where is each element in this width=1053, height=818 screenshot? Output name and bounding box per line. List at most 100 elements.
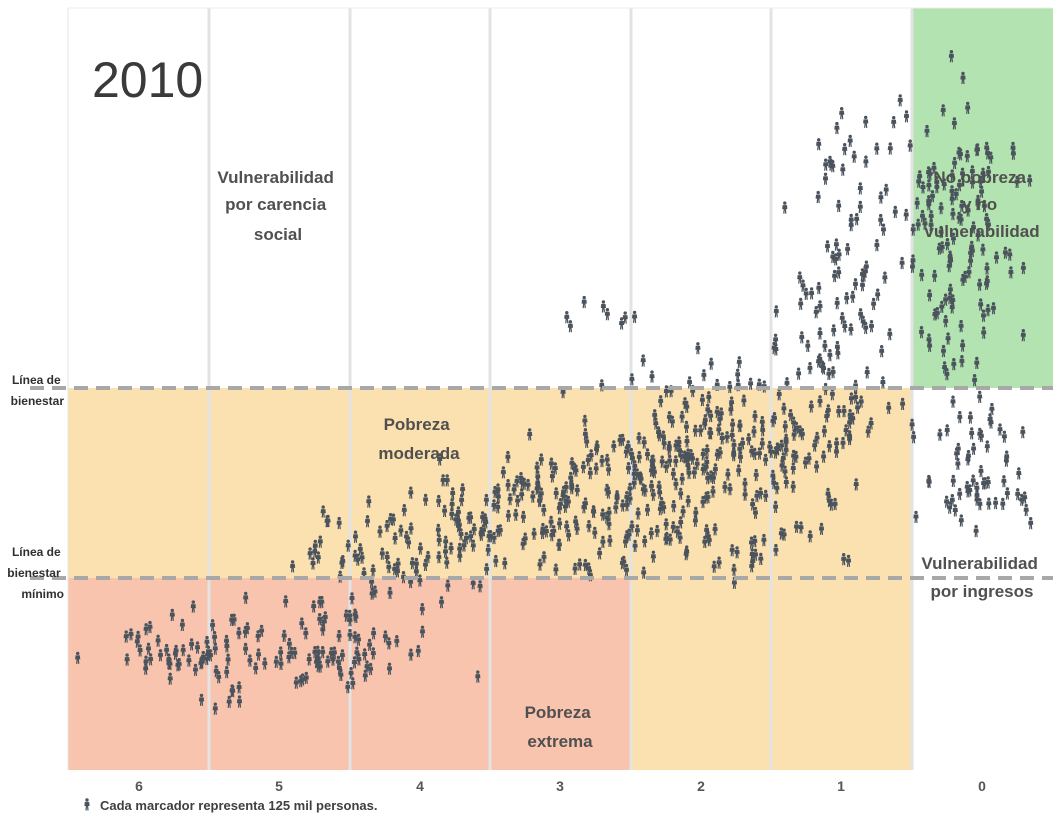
person-marker [727,380,733,394]
person-marker [914,197,920,210]
person-marker [437,453,443,466]
person-marker [927,339,933,352]
person-marker [770,469,776,482]
person-marker [967,411,973,424]
person-marker [663,460,669,473]
person-marker [958,514,964,527]
person-marker [1028,517,1034,530]
person-marker [834,121,840,135]
person-marker [952,504,958,517]
person-marker [673,478,679,491]
person-marker [537,558,543,571]
person-marker [782,420,788,433]
person-marker [971,442,977,455]
person-marker [573,515,579,528]
person-marker [710,471,717,484]
person-marker [636,432,642,445]
person-marker [442,545,449,558]
person-marker [582,558,588,572]
person-marker [527,428,533,441]
person-marker [540,522,546,536]
person-marker [592,526,598,539]
person-marker [805,339,811,352]
person-marker [336,516,342,530]
person-marker [980,243,986,256]
person-marker [729,544,735,557]
person-marker [492,485,498,499]
person-marker [841,553,847,566]
person-marker [986,497,992,510]
person-marker [868,320,875,333]
person-marker [949,169,955,182]
person-marker [943,315,949,328]
person-marker [758,487,764,500]
person-marker [940,344,947,358]
person-marker [634,468,640,481]
person-marker [737,451,744,464]
person-marker [932,308,938,321]
person-marker [972,374,978,387]
person-marker [852,278,859,291]
person-marker [803,287,809,300]
person-marker [944,495,950,508]
person-marker [947,292,953,305]
person-marker [915,218,921,231]
person-marker [415,644,421,658]
person-marker [993,251,1000,264]
person-marker [549,470,555,483]
person-marker [553,563,559,576]
person-marker [828,498,834,511]
person-marker [210,619,216,632]
person-marker [959,199,965,213]
person-marker [664,531,670,545]
person-marker [656,480,662,493]
person-marker [679,410,685,423]
person-marker [813,306,819,319]
person-marker [700,463,706,476]
person-marker [686,466,692,480]
person-marker [860,315,866,328]
person-marker [1004,487,1010,500]
person-marker [944,238,950,251]
person-marker [969,165,975,178]
person-marker [926,195,932,208]
person-marker [778,439,785,452]
person-marker [1003,454,1009,467]
person-marker [317,535,323,548]
person-marker [857,182,863,195]
person-marker [574,484,580,497]
person-marker [748,377,754,390]
person-marker [919,209,926,223]
person-marker [692,514,698,527]
person-marker [891,116,897,129]
person-marker [936,242,942,255]
person-marker [704,456,710,469]
person-marker [731,563,737,576]
person-marker [857,200,863,213]
person-marker [763,489,769,502]
person-marker [604,483,610,496]
person-marker [984,275,990,288]
person-marker [886,401,892,414]
person-marker [678,449,684,463]
person-marker [981,477,987,490]
person-marker [1020,426,1026,439]
person-marker [566,529,572,542]
person-marker [834,340,840,354]
person-marker [631,477,637,490]
person-marker [408,486,414,499]
person-marker [783,476,789,489]
person-marker [588,449,594,462]
person-marker [556,502,562,515]
person-marker [379,547,385,560]
person-marker [1015,488,1021,501]
person-marker [729,396,735,409]
person-marker [387,586,393,599]
person-marker [863,115,869,128]
person-marker [606,518,612,531]
person-marker [927,168,933,181]
person-marker [717,446,723,459]
person-marker [408,522,414,535]
person-marker [793,450,799,463]
person-marker [599,454,605,468]
